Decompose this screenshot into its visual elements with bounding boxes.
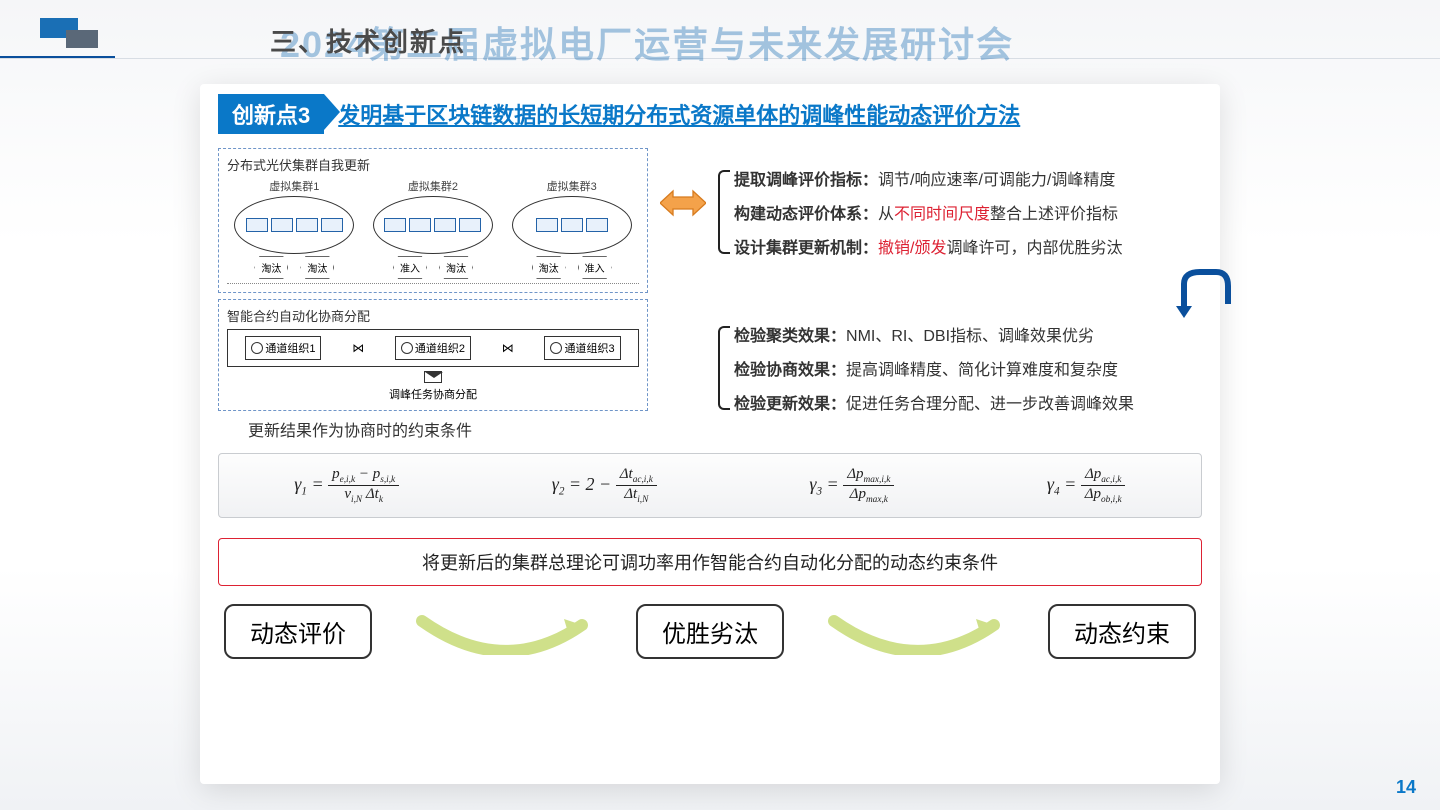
org-label: 通道组织2: [415, 340, 465, 356]
penta-out: 淘汰: [254, 256, 288, 279]
org-box: 通道组织3: [544, 336, 620, 360]
bullet-bold: 检验聚类效果：: [734, 328, 846, 345]
envelope-icon: [424, 371, 442, 383]
bullet-text: 促进任务合理分配、进一步改善调峰效果: [846, 396, 1134, 413]
formula-g1: γ1 = pe,i,k − ps,i,kvi,N Δtk: [294, 466, 399, 505]
chip: 优胜劣汰: [636, 604, 784, 659]
envelope-caption: 调峰任务协商分配: [389, 389, 477, 401]
envelope-row: 调峰任务协商分配: [227, 371, 639, 402]
penta-in: 准入: [393, 256, 427, 279]
formula-g3: γ3 = Δpmax,i,kΔpmax,k: [809, 466, 894, 505]
bullet-bold: 构建动态评价体系：: [734, 206, 878, 223]
penta-out: 淘汰: [439, 256, 473, 279]
chip-row: 动态评价 优胜劣汰 动态约束: [218, 604, 1202, 659]
innovation-header: 创新点3 发明基于区块链数据的长短期分布式资源单体的调峰性能动态评价方法: [218, 94, 1202, 134]
bullet-text: 提高调峰精度、简化计算难度和复杂度: [846, 362, 1118, 379]
org-box: 通道组织1: [245, 336, 321, 360]
bullet-text: NMI、RI、DBI指标、调峰效果优劣: [846, 328, 1094, 345]
chip: 动态评价: [224, 604, 372, 659]
diagram-caption: 更新结果作为协商时的约束条件: [248, 417, 648, 441]
bullet-red: 撤销/颁发: [878, 240, 946, 257]
bullet-line: 检验聚类效果：NMI、RI、DBI指标、调峰效果优劣: [734, 322, 1202, 346]
bullet-line: 构建动态评价体系：从不同时间尺度整合上述评价指标: [734, 200, 1202, 224]
curve-arrow-icon: [372, 609, 636, 655]
bullet-line: 提取调峰评价指标：调节/响应速率/可调能力/调峰精度: [734, 166, 1202, 190]
page-number: 14: [1396, 777, 1416, 798]
logo-mark: [40, 18, 100, 52]
bowtie-icon: ⋈: [348, 341, 368, 355]
bullet-bold: 提取调峰评价指标：: [734, 172, 878, 189]
bullet-bold: 设计集群更新机制：: [734, 240, 878, 257]
bullet-group-bottom: 检验聚类效果：NMI、RI、DBI指标、调峰效果优劣 检验协商效果：提高调峰精度…: [718, 322, 1202, 414]
section-label: 三、技术创新点: [270, 22, 466, 59]
formula-g2: γ2 = 2 − Δtac,i,kΔti,N: [552, 466, 657, 505]
bullet-text: 从: [878, 206, 894, 223]
highlight-red-box: 将更新后的集群总理论可调功率用作智能合约自动化分配的动态约束条件: [218, 538, 1202, 586]
bullet-text: 调节/响应速率/可调能力/调峰精度: [878, 172, 1115, 189]
penta-out: 淘汰: [532, 256, 566, 279]
bullet-bold: 检验更新效果：: [734, 396, 846, 413]
diagram-box-orgs: 智能合约自动化协商分配 通道组织1 ⋈ 通道组织2 ⋈ 通道组织3 调峰任务协商…: [218, 299, 648, 411]
cluster-label: 虚拟集群3: [547, 178, 597, 194]
innovation-title: 发明基于区块链数据的长短期分布式资源单体的调峰性能动态评价方法: [338, 98, 1020, 130]
curve-arrow-icon: [784, 609, 1048, 655]
bullet-text: 整合上述评价指标: [990, 206, 1118, 223]
cluster-oval: [512, 196, 632, 254]
bullet-line: 检验协商效果：提高调峰精度、简化计算难度和复杂度: [734, 356, 1202, 380]
bullet-line: 设计集群更新机制：撤销/颁发调峰许可，内部优胜劣汰: [734, 234, 1202, 258]
cluster-label: 虚拟集群1: [269, 178, 319, 194]
formula-g4: γ4 = Δpac,i,kΔpob,i,k: [1047, 466, 1126, 505]
bullet-text: 调峰许可，内部优胜劣汰: [946, 240, 1122, 257]
org-label: 通道组织3: [564, 340, 614, 356]
diagram-column: 分布式光伏集群自我更新 虚拟集群1 淘汰 淘汰 虚拟集群2: [218, 148, 648, 441]
cluster-label: 虚拟集群2: [408, 178, 458, 194]
bullet-group-top: 提取调峰评价指标：调节/响应速率/可调能力/调峰精度 构建动态评价体系：从不同时…: [718, 166, 1202, 258]
penta-out: 淘汰: [300, 256, 334, 279]
formula-bar: γ1 = pe,i,k − ps,i,kvi,N Δtk γ2 = 2 − Δt…: [218, 453, 1202, 518]
cluster-oval: [234, 196, 354, 254]
diagram-box1-title: 分布式光伏集群自我更新: [227, 155, 639, 174]
innovation-badge: 创新点3: [218, 94, 324, 134]
bullet-red: 不同时间尺度: [894, 206, 990, 223]
u-turn-arrow-icon: [1172, 264, 1232, 324]
diagram-box-clusters: 分布式光伏集群自我更新 虚拟集群1 淘汰 淘汰 虚拟集群2: [218, 148, 648, 293]
bullet-bold: 检验协商效果：: [734, 362, 846, 379]
cluster-oval: [373, 196, 493, 254]
bullets-column: 提取调峰评价指标：调节/响应速率/可调能力/调峰精度 构建动态评价体系：从不同时…: [718, 148, 1202, 441]
diagram-box2-title: 智能合约自动化协商分配: [227, 306, 639, 325]
main-card: 创新点3 发明基于区块链数据的长短期分布式资源单体的调峰性能动态评价方法 分布式…: [200, 84, 1220, 784]
bowtie-icon: ⋈: [498, 341, 518, 355]
penta-in: 准入: [578, 256, 612, 279]
chip: 动态约束: [1048, 604, 1196, 659]
org-label: 通道组织1: [265, 340, 315, 356]
bullet-line: 检验更新效果：促进任务合理分配、进一步改善调峰效果: [734, 390, 1202, 414]
bidir-arrow-icon: [658, 148, 708, 441]
org-box: 通道组织2: [395, 336, 471, 360]
